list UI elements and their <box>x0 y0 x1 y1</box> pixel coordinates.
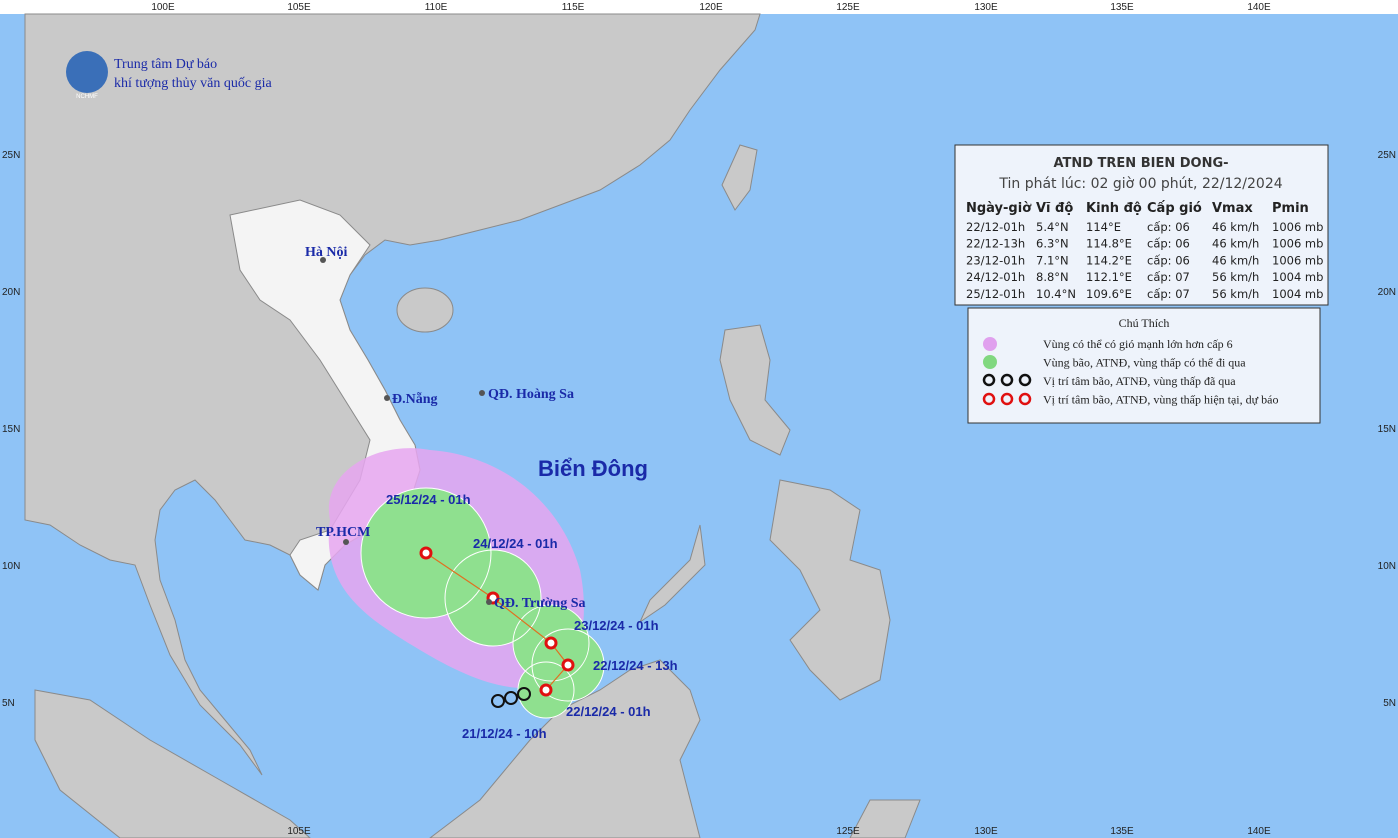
legend-icon <box>982 373 1032 406</box>
place-label: TP.HCM <box>316 525 370 540</box>
lat-label: 25N <box>2 150 20 161</box>
lon-label: 135E <box>1110 2 1134 13</box>
table-header: Pmin <box>1272 201 1309 216</box>
table-header: Vĩ độ <box>1036 201 1073 216</box>
legend-item: Vùng có thể có gió mạnh lớn hơn cấp 6 <box>1043 337 1233 351</box>
lon-label: 110E <box>425 2 448 13</box>
table-cell: 114.8°E <box>1086 237 1132 251</box>
logo-text: Trung tâm Dự báo <box>114 57 217 72</box>
lat-label: 20N <box>1378 287 1396 298</box>
lon-label: 135E <box>1110 826 1134 837</box>
lat-label: 15N <box>1378 424 1396 435</box>
table-cell: 22/12-01h <box>966 220 1025 234</box>
track-label: 22/12/24 - 13h <box>593 658 678 673</box>
table-header: Cấp gió <box>1147 201 1202 216</box>
track-points <box>419 546 575 697</box>
lat-label: 25N <box>1378 150 1396 161</box>
place-label: Đ.Nẵng <box>392 391 438 407</box>
lon-label: 130E <box>974 826 998 837</box>
table-cell: 114.2°E <box>1086 253 1132 267</box>
table-cell: cấp: 07 <box>1147 287 1190 301</box>
table-cell: cấp: 06 <box>1147 220 1190 234</box>
table-cell: 6.3°N <box>1036 237 1069 251</box>
city-dots <box>320 257 492 605</box>
table-cell: 25/12-01h <box>966 287 1025 301</box>
legend-item: Vị trí tâm bão, ATNĐ, vùng thấp hiện tại… <box>1043 393 1278 407</box>
table-cell: 1006 mb <box>1272 220 1323 234</box>
table-cell: 22/12-13h <box>966 237 1025 251</box>
table-header: Kinh độ <box>1086 201 1142 216</box>
lat-label: 20N <box>2 287 20 298</box>
lat-label: 10N <box>1378 561 1396 572</box>
land <box>24 13 921 838</box>
table-header: Vmax <box>1212 201 1253 216</box>
place-label: QĐ. Hoàng Sa <box>488 387 574 402</box>
legend-icon <box>983 355 997 369</box>
legend-item: Vị trí tâm bão, ATNĐ, vùng thấp đã qua <box>1043 374 1236 388</box>
track-label: 21/12/24 - 10h <box>462 726 547 741</box>
table-cell: 1004 mb <box>1272 287 1323 301</box>
lon-label: 140E <box>1247 826 1271 837</box>
table-cell: 56 km/h <box>1212 287 1259 301</box>
table-cell: cấp: 06 <box>1147 253 1190 267</box>
lon-label: 120E <box>699 2 723 13</box>
table-cell: cấp: 06 <box>1147 237 1190 251</box>
lon-label: 125E <box>836 2 860 13</box>
table-cell: 114°E <box>1086 220 1121 234</box>
table-cell: 23/12-01h <box>966 253 1025 267</box>
legend-icon <box>983 337 997 351</box>
info-subtitle: Tin phát lúc: 02 giờ 00 phút, 22/12/2024 <box>998 176 1282 192</box>
table-cell: 8.8°N <box>1036 270 1069 284</box>
lon-label: 105E <box>287 2 311 13</box>
track-label: 22/12/24 - 01h <box>566 704 651 719</box>
lat-label: 15N <box>2 424 20 435</box>
table-cell: 1004 mb <box>1272 270 1323 284</box>
lon-label: 130E <box>974 2 998 13</box>
info-box <box>954 144 1329 306</box>
legend-title: Chú Thích <box>1119 316 1170 330</box>
table-cell: 46 km/h <box>1212 253 1259 267</box>
table-cell: 1006 mb <box>1272 253 1323 267</box>
table-cell: 10.4°N <box>1036 287 1076 301</box>
lon-label: 115E <box>562 2 585 13</box>
table-cell: 112.1°E <box>1086 270 1132 284</box>
lon-label: 140E <box>1247 2 1271 13</box>
table-cell: 46 km/h <box>1212 237 1259 251</box>
past-points <box>491 687 531 708</box>
place-label: QĐ. Trường Sa <box>494 596 586 611</box>
table-cell: 5.4°N <box>1036 220 1069 234</box>
lon-label: 100E <box>151 2 175 13</box>
table-cell: 7.1°N <box>1036 253 1069 267</box>
zone-outlines <box>360 487 605 719</box>
logo-text: khí tượng thủy văn quốc gia <box>114 76 272 91</box>
table-header: Ngày-giờ <box>966 201 1032 216</box>
track-label: 23/12/24 - 01h <box>574 618 659 633</box>
table-cell: 1006 mb <box>1272 237 1323 251</box>
info-title: ATND TREN BIEN DONG- <box>1053 156 1228 171</box>
table-cell: 24/12-01h <box>966 270 1025 284</box>
track-label: 25/12/24 - 01h <box>386 492 471 507</box>
table-cell: 109.6°E <box>1086 287 1132 301</box>
top-frame <box>0 0 1398 14</box>
table-cell: 56 km/h <box>1212 270 1259 284</box>
place-label: Hà Nội <box>305 245 348 260</box>
table-cell: cấp: 07 <box>1147 270 1190 284</box>
logo-icon <box>66 51 108 93</box>
lat-label: 5N <box>2 698 15 709</box>
lon-label: 125E <box>836 826 860 837</box>
lat-label: 10N <box>2 561 20 572</box>
legend-item: Vùng bão, ATNĐ, vùng thấp có thể đi qua <box>1043 356 1246 370</box>
logo-abbr: NCHMF <box>76 94 98 100</box>
region-label: Biển Đông <box>538 456 648 481</box>
lon-label: 105E <box>287 826 311 837</box>
table-cell: 46 km/h <box>1212 220 1259 234</box>
track-label: 24/12/24 - 01h <box>473 536 558 551</box>
lat-label: 5N <box>1383 698 1396 709</box>
